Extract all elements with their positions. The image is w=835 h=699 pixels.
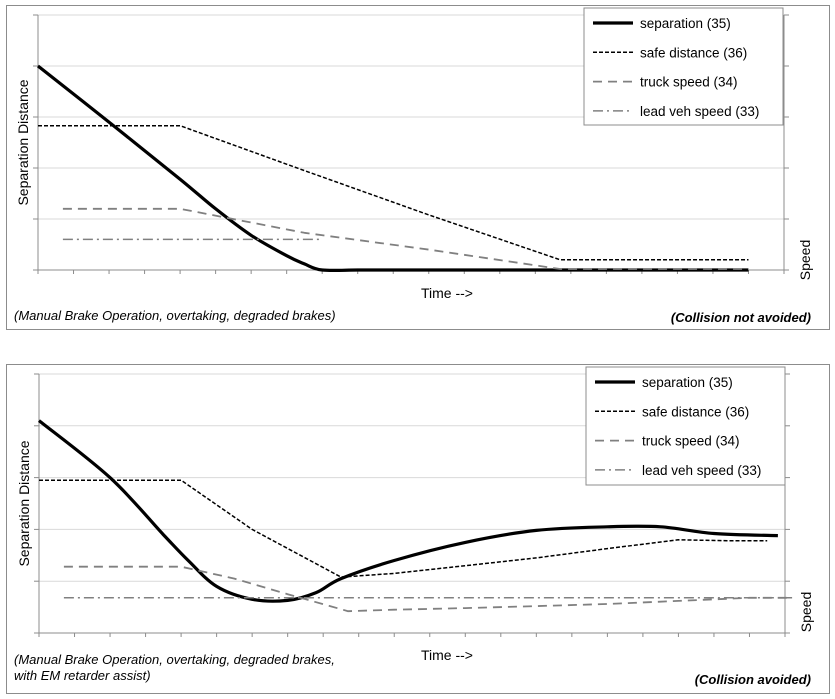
caption-line: with EM retarder assist) <box>14 668 151 683</box>
collision-result: (Collision not avoided) <box>670 310 811 325</box>
x-axis-label: Time --> <box>421 285 473 301</box>
legend-label: truck speed (34) <box>642 434 740 449</box>
chart-caption: (Manual Brake Operation, overtaking, deg… <box>14 308 336 324</box>
y-axis-label: Separation Distance <box>15 79 31 205</box>
chart-caption: (Manual Brake Operation, overtaking, deg… <box>14 652 335 684</box>
y2-axis-label: Speed <box>797 240 813 280</box>
collision-result: (Collision avoided) <box>694 672 811 687</box>
chart-panel-em-retarder: Separation Distance Speed Time --> separati… <box>6 364 830 694</box>
legend-label: lead veh speed (33) <box>640 104 759 119</box>
caption-line: (Manual Brake Operation, overtaking, deg… <box>14 652 335 667</box>
legend-label: separation (35) <box>642 375 733 390</box>
series-line <box>63 565 793 613</box>
y2-axis-label: Speed <box>798 592 814 632</box>
legend-label: separation (35) <box>640 16 731 31</box>
series-line <box>39 479 768 578</box>
legend-box <box>583 7 784 126</box>
x-axis-label: Time --> <box>421 647 473 663</box>
legend-label: lead veh speed (33) <box>642 463 761 478</box>
series-line <box>62 207 749 270</box>
caption-line: (Manual Brake Operation, overtaking, deg… <box>14 308 336 323</box>
chart-panel-manual-brake: Separation Distance Speed Time --> separati… <box>6 5 830 330</box>
y-axis-label: Separation Distance <box>16 440 32 566</box>
legend-label: safe distance (36) <box>640 45 747 60</box>
series-line <box>38 124 749 261</box>
legend-label: safe distance (36) <box>642 404 749 419</box>
chart-plot: Separation Distance Speed Time --> separati… <box>15 7 813 301</box>
legend-box <box>585 366 786 486</box>
series-line <box>37 64 749 273</box>
legend-label: truck speed (34) <box>640 75 738 90</box>
series-line <box>37 419 778 603</box>
chart-plot: Separation Distance Speed Time --> separati… <box>16 366 814 663</box>
